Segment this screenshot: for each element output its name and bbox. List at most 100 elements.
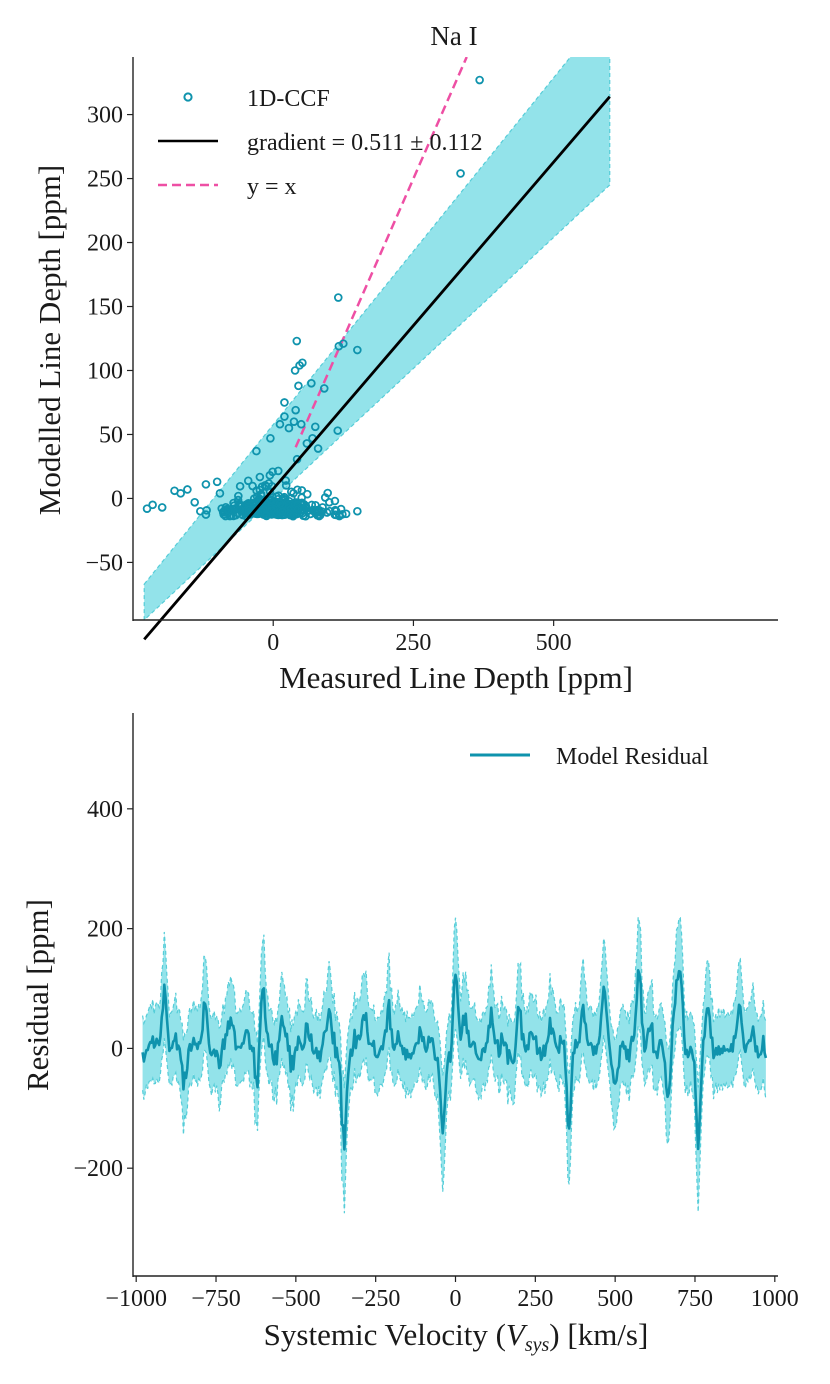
x-axis-label-2: Systemic Velocity (Vsys) [km/s] (264, 1317, 649, 1356)
legend-marker-ccf (183, 92, 193, 102)
scatter-point (234, 491, 243, 501)
scatter-point (288, 511, 298, 521)
scatter-point (215, 489, 225, 498)
gradient-band-fill (143, 57, 611, 620)
scatter-point (224, 505, 233, 515)
legend-2: Model Residual (470, 744, 709, 770)
scatter-point (325, 506, 335, 516)
y-tick-label-2: 200 (87, 917, 123, 943)
scatter-point (202, 506, 211, 515)
scatter-point (284, 423, 294, 433)
scatter-point (252, 446, 261, 456)
scatter-point (291, 405, 300, 415)
scatter-point (308, 505, 318, 515)
x-tick-label-2: −750 (191, 1286, 241, 1312)
y-tick-label: 100 (87, 358, 123, 384)
scatter-point (183, 485, 192, 494)
scatter-point (235, 481, 245, 491)
scatter-point (278, 507, 287, 516)
scatter-point (302, 489, 312, 499)
scatter-point (233, 495, 243, 505)
y-axis-label: Modelled Line Depth [ppm] (32, 165, 67, 515)
x-tick-label: 250 (395, 630, 431, 656)
scatter-point (307, 378, 316, 388)
scatter-point (299, 505, 308, 515)
scatter-point (266, 434, 275, 443)
scatter-point (325, 497, 334, 507)
legend: 1D-CCF gradient = 0.511 ± 0.112 y = x (158, 86, 483, 200)
scatter-point (333, 293, 343, 302)
x-tick-label-2: 750 (677, 1286, 713, 1312)
scatter-point (334, 341, 344, 351)
y-tick-label: 150 (87, 295, 123, 321)
scatter-point (190, 497, 199, 507)
x-tick-label-2: 0 (450, 1286, 462, 1312)
scatter-point (201, 510, 211, 519)
chart-title: Na I (430, 21, 477, 51)
scatter-point (295, 361, 304, 370)
x-axis-label-sub: sys (525, 1334, 550, 1356)
scatter-point (243, 476, 253, 486)
y-axis-label-2: Residual [ppm] (20, 899, 55, 1091)
x-axis-label: Measured Line Depth [ppm] (279, 660, 633, 695)
scatter-point (248, 481, 257, 491)
scatter-point (280, 492, 289, 502)
scatter-point (265, 471, 275, 480)
x-tick-label: 500 (536, 630, 572, 656)
scatter-point (313, 444, 323, 453)
scatter-point (257, 482, 267, 492)
legend-label-gradient: gradient = 0.511 ± 0.112 (247, 130, 483, 156)
scatter-point (281, 481, 291, 490)
scatter-point (148, 500, 157, 510)
scatter-point (280, 398, 289, 407)
scatter-point (290, 366, 300, 375)
residual-line-path (141, 969, 768, 1151)
y-tick-label-2: −200 (73, 1156, 123, 1182)
scatter-point (330, 496, 340, 506)
scatter-point (286, 487, 296, 497)
x-tick-label-2: 500 (597, 1286, 633, 1312)
scatter-point (275, 419, 285, 429)
y-tick-label: 50 (99, 422, 123, 448)
y-tick-label: 250 (87, 167, 123, 193)
y-tick-label: −50 (85, 550, 123, 576)
gradient-fit-line (143, 95, 611, 641)
scatter-point (296, 419, 306, 429)
scatter-point (294, 381, 303, 391)
scatter-point (281, 476, 291, 485)
scatter-point (266, 495, 276, 505)
identity-line (294, 57, 468, 448)
residual-band-lower (141, 1023, 767, 1214)
scatter-point (293, 500, 302, 509)
residual-uncertainty-band (141, 917, 767, 1214)
scatter-panel: Na I 0 250 500 −50 0 50 100 150 200 250 300 Measur… (32, 21, 778, 695)
scatter-point (333, 426, 343, 435)
scatter-point (280, 412, 289, 421)
scatter-point (262, 482, 271, 491)
scatter-point (235, 505, 245, 515)
residual-band-upper (141, 917, 767, 1089)
x-tick-label-2: 1000 (751, 1286, 799, 1312)
y-tick-label: 0 (111, 486, 123, 512)
scatter-point (292, 336, 302, 346)
legend-label-residual: Model Residual (556, 744, 709, 770)
scatter-point (335, 511, 344, 521)
scatter-point (142, 504, 152, 513)
scatter-point (278, 510, 287, 520)
scatter-point (353, 345, 362, 355)
legend-label-ccf: 1D-CCF (247, 86, 330, 112)
y-tick-label: 200 (87, 231, 123, 257)
x-axis-label-suffix: ) [km/s] (549, 1317, 648, 1352)
x-tick-label: 0 (267, 630, 279, 656)
scatter-point (157, 503, 167, 512)
x-axis-label-var: V (506, 1317, 528, 1352)
y-tick-label: 300 (87, 103, 123, 129)
scatter-point (310, 422, 320, 432)
residual-panel: −1000 −750 −500 −250 0 250 500 750 1000 −200 0 200 4… (20, 713, 799, 1356)
scatter-point (315, 510, 325, 520)
scatter-point (273, 466, 283, 476)
gradient-uncertainty-band (143, 57, 611, 620)
axis-ticks: 0 250 500 −50 0 50 100 150 200 250 300 (85, 103, 571, 656)
scatter-point (353, 506, 362, 516)
